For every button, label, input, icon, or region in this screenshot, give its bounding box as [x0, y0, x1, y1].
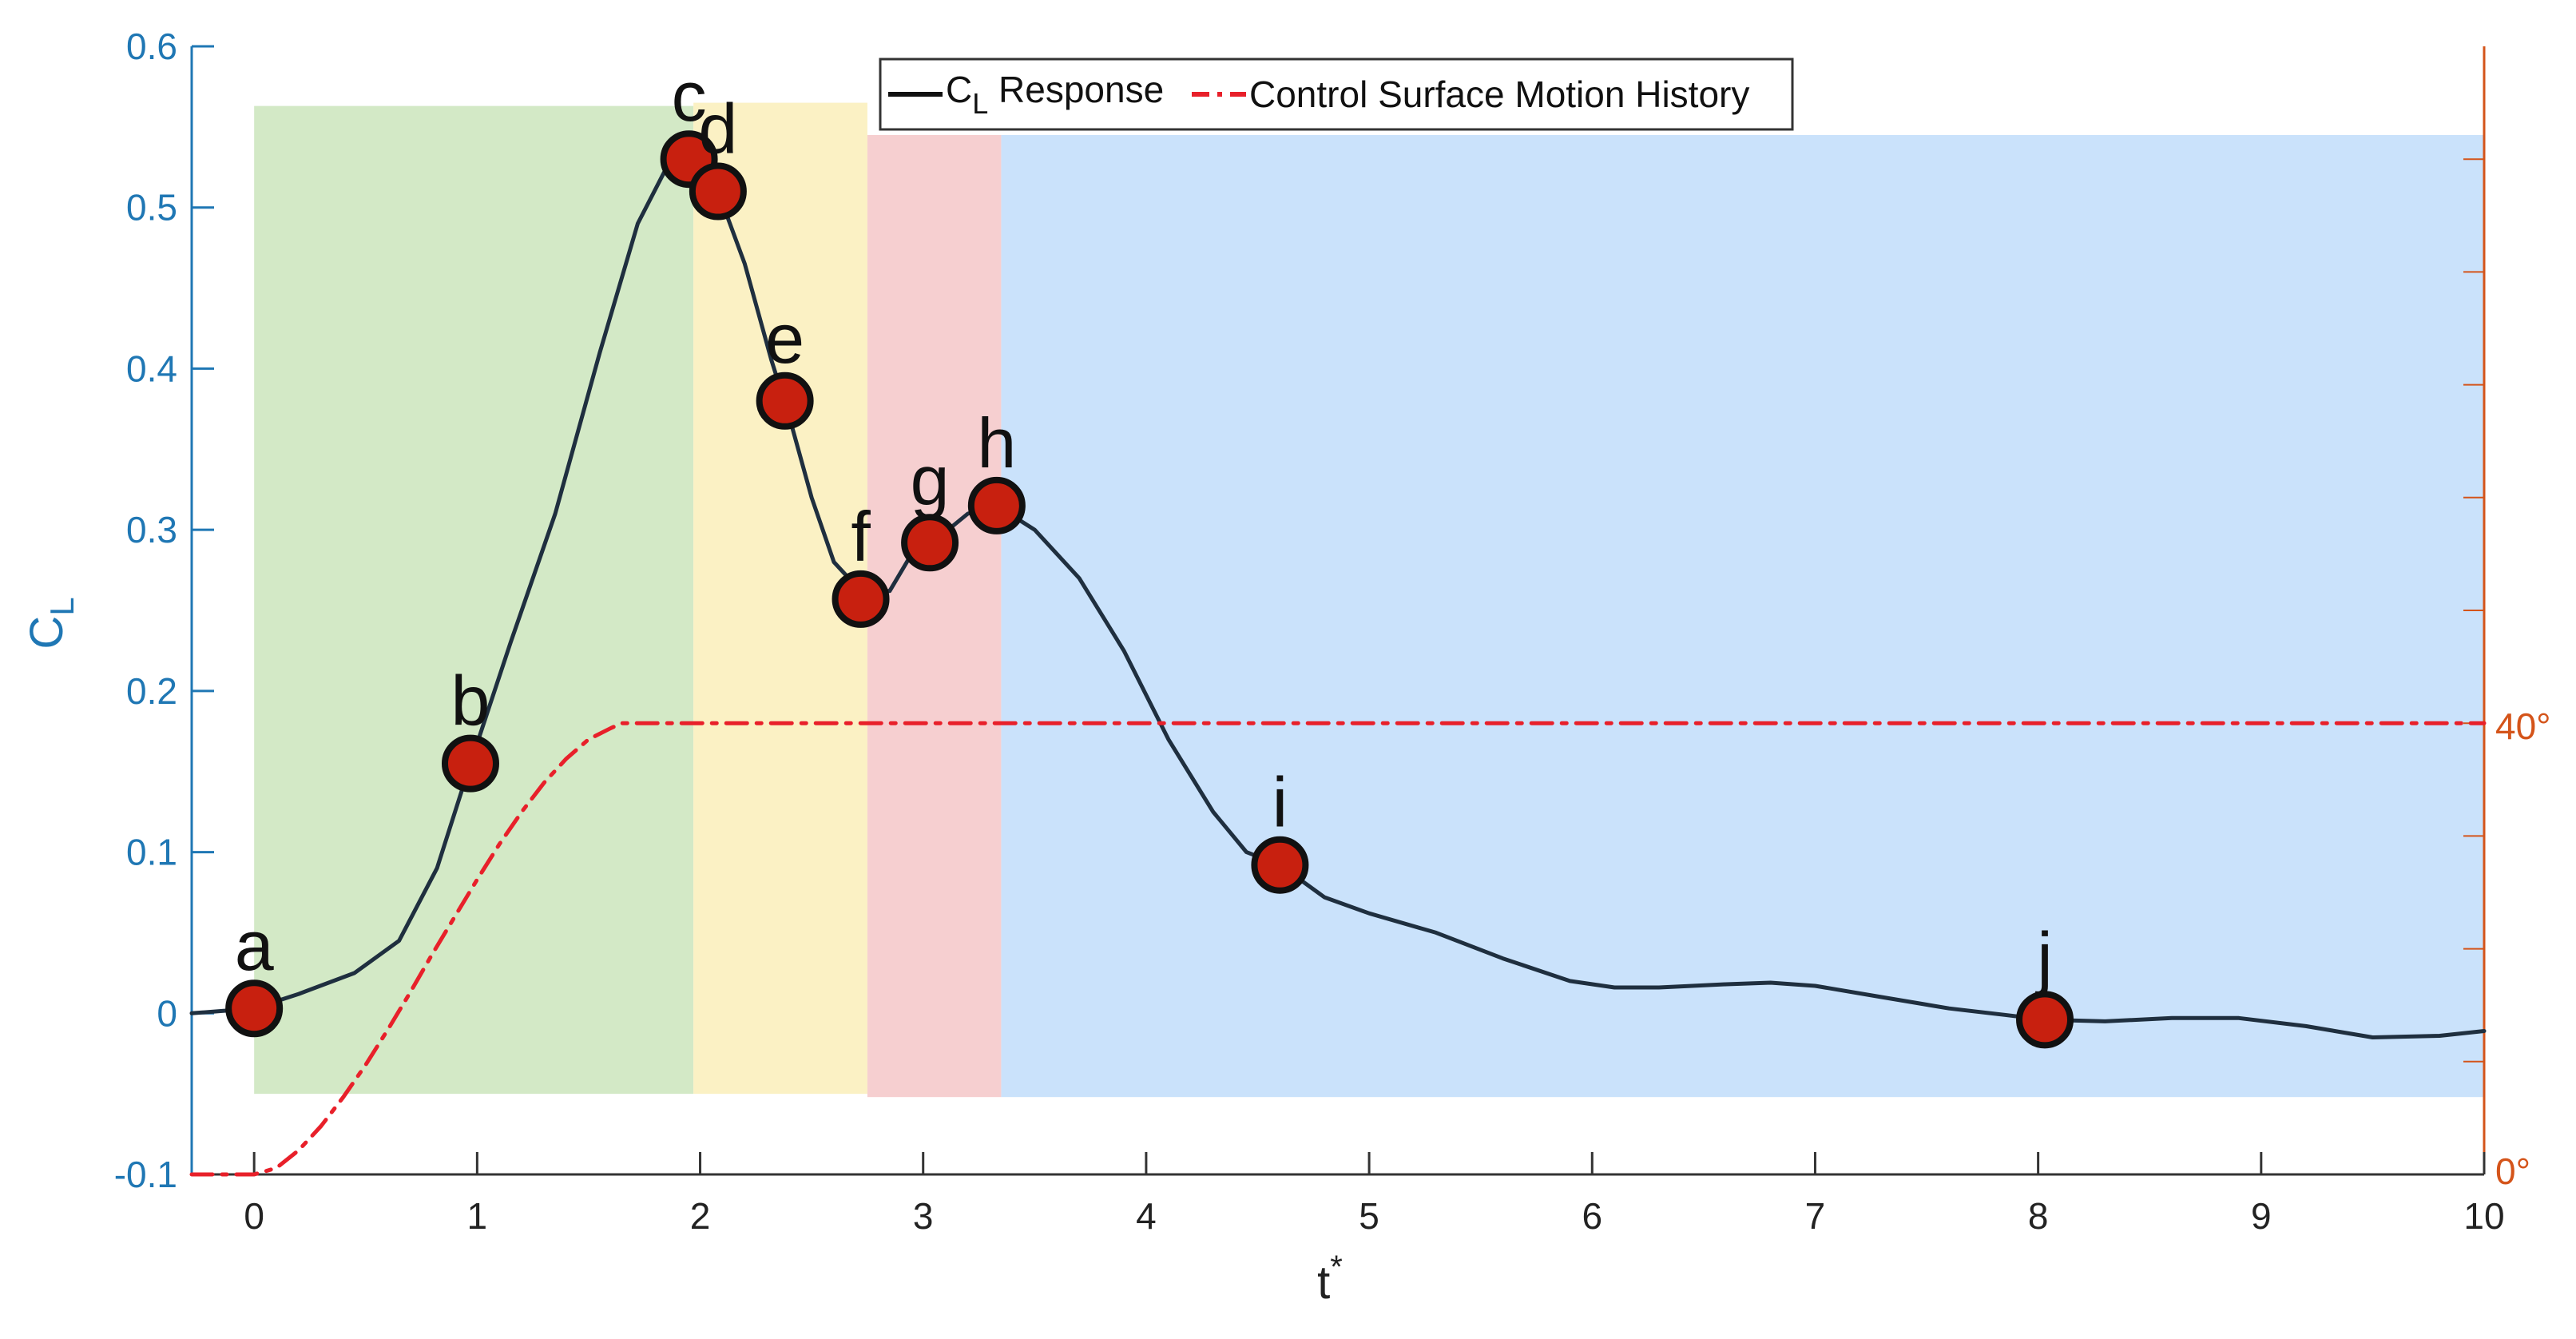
y-tick-label: 0.1	[126, 832, 177, 873]
point-label-c: c	[672, 57, 707, 136]
x-tick-label: 2	[690, 1195, 711, 1237]
point-marker-d	[689, 162, 747, 221]
x-tick-label: 4	[1136, 1195, 1157, 1237]
point-marker-i	[1251, 836, 1309, 894]
x-tick-label: 8	[2028, 1195, 2049, 1237]
point-label-g: g	[911, 440, 950, 519]
point-label-a: a	[235, 906, 274, 985]
x-tick-label: 3	[913, 1195, 934, 1237]
y-tick-label: 0.5	[126, 187, 177, 228]
point-label-j: j	[2034, 917, 2053, 996]
phase-region-1	[254, 105, 694, 1095]
y-tick-label: 0.6	[126, 26, 177, 67]
point-label-f: f	[851, 497, 871, 576]
y-tick-label: 0.2	[126, 670, 177, 712]
x-tick-label: 6	[1582, 1195, 1602, 1237]
legend-label-control: Control Surface Motion History	[1249, 74, 1749, 115]
y-tick-label: -0.1	[114, 1154, 177, 1195]
point-label-d: d	[698, 89, 737, 169]
x-tick-label: 7	[1805, 1195, 1826, 1237]
x-tick-label: 10	[2463, 1195, 2504, 1237]
point-label-h: h	[977, 403, 1016, 483]
point-marker-f	[832, 570, 890, 628]
point-marker-e	[756, 372, 814, 430]
point-marker-b	[441, 734, 499, 793]
point-marker-h	[967, 476, 1026, 534]
x-tick-label: 5	[1359, 1195, 1379, 1237]
point-marker-g	[901, 514, 959, 572]
legend-label-cl: CL Response	[946, 69, 1164, 120]
phase-regions	[254, 102, 2484, 1098]
y-tick-label: 0.3	[126, 509, 177, 550]
point-label-b: b	[451, 662, 490, 741]
point-markers: a b cd e fg h i j	[225, 57, 2074, 1049]
x-tick-label: 1	[467, 1195, 488, 1237]
phase-region-3	[867, 134, 1002, 1098]
phase-region-4	[1001, 134, 2484, 1098]
point-marker-j	[2016, 991, 2074, 1049]
right-tick-label: 0°	[2495, 1150, 2530, 1192]
y-tick-label: 0.4	[126, 348, 177, 389]
x-tick-label: 0	[244, 1195, 264, 1237]
legend: CL Response Control Surface Motion Histo…	[879, 58, 1794, 131]
control-surface-line	[189, 721, 2487, 1177]
series-layer	[189, 157, 2487, 1177]
x-tick-label: 9	[2251, 1195, 2272, 1237]
y-tick-label: 0	[157, 992, 177, 1034]
y-axis-label: CL	[21, 597, 81, 649]
axes: -0.1 0 0.1 0.2 0.3 0.4 0.5 0.6 0 1 2 3 4 5 6 7 8 9 100° 40°	[114, 26, 2551, 1237]
cl-response-line	[189, 157, 2487, 1039]
x-axis-label: t*	[1317, 1250, 1343, 1309]
right-tick-label: 40°	[2495, 705, 2551, 747]
legend-box	[879, 58, 1794, 131]
point-label-e: e	[765, 299, 804, 378]
point-label-i: i	[1272, 763, 1288, 842]
point-marker-a	[225, 979, 284, 1038]
